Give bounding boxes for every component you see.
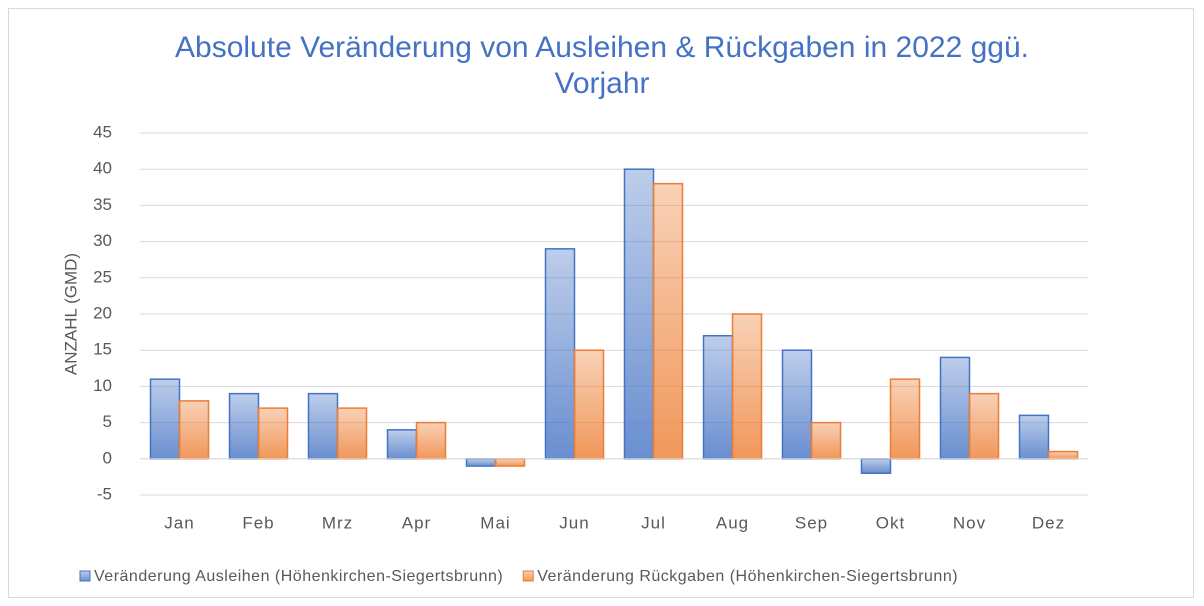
y-tick-label: 45 (93, 122, 112, 141)
bar (465, 458, 497, 467)
legend-label: Veränderung Ausleihen (Höhenkirchen-Sieg… (94, 568, 503, 585)
x-tick-label: Apr (402, 513, 431, 532)
legend-swatch (522, 570, 534, 582)
y-tick-label: 0 (103, 448, 112, 467)
x-tick-label: Jun (559, 513, 589, 532)
x-tick-label: Okt (876, 513, 905, 532)
bar (889, 378, 921, 460)
x-tick-label: Jan (164, 513, 194, 532)
bar (731, 313, 763, 460)
y-axis-label: ANZAHL (GMD) (61, 253, 80, 375)
legend-label: Veränderung Rückgaben (Höhenkirchen-Sieg… (537, 568, 958, 585)
bar (652, 182, 684, 460)
bar (257, 407, 289, 460)
bar (494, 458, 526, 467)
bar (1047, 450, 1079, 460)
y-tick-label: 25 (93, 267, 112, 286)
bar (781, 349, 813, 460)
x-tick-label: Sep (795, 513, 828, 532)
y-tick-label: 35 (93, 195, 112, 214)
bar (860, 458, 892, 475)
bar (228, 392, 260, 460)
y-tick-label: 10 (93, 376, 112, 395)
bar (544, 248, 576, 460)
y-tick-label: 40 (93, 159, 112, 178)
bar (623, 168, 655, 460)
x-tick-label: Mai (480, 513, 510, 532)
bar (968, 392, 1000, 460)
bar (573, 349, 605, 460)
bar (386, 429, 418, 460)
chart-title: Absolute Veränderung von Ausleihen & Rüc… (175, 31, 1029, 100)
bar (415, 421, 447, 460)
x-tick-label: Nov (953, 513, 986, 532)
y-tick-label: -5 (97, 484, 112, 503)
bar (149, 378, 181, 460)
y-tick-label: 15 (93, 340, 112, 359)
x-tick-label: Feb (242, 513, 274, 532)
y-tick-label: 30 (93, 231, 112, 250)
y-tick-label: 20 (93, 303, 112, 322)
y-tick-label: 5 (103, 412, 112, 431)
chart-border (8, 8, 1194, 598)
bar (307, 392, 339, 460)
bar (939, 356, 971, 460)
bar (336, 407, 368, 460)
bar (810, 421, 842, 460)
x-tick-label: Mrz (322, 513, 353, 532)
bar (1018, 414, 1050, 460)
x-tick-label: Aug (716, 513, 749, 532)
bar (702, 334, 734, 460)
legend-swatch (79, 570, 91, 582)
x-tick-label: Jul (641, 513, 666, 532)
x-tick-label: Dez (1032, 513, 1065, 532)
bar (178, 400, 210, 460)
